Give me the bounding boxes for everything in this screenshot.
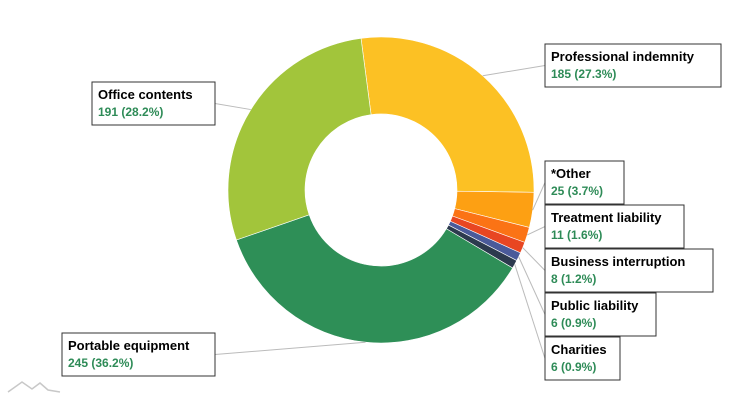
label-box [91, 81, 216, 126]
label-name: Office contents [98, 87, 193, 102]
label-treatment-liability: Treatment liability 11 (1.6%) [544, 204, 685, 249]
label-public-liability: Public liability 6 (0.9%) [544, 292, 657, 337]
label-box [61, 332, 216, 377]
label-other: *Other 25 (3.7%) [544, 160, 625, 205]
leader-line-business-interruption [522, 247, 546, 271]
label-value: 6 (0.9%) [551, 316, 596, 330]
label-value: 185 (27.3%) [551, 67, 616, 81]
label-box [544, 292, 657, 337]
label-portable-equipment: Portable equipment 245 (36.2%) [61, 332, 216, 377]
slice-labels: Professional indemnity 185 (27.3%) *Other 2… [61, 43, 722, 381]
leader-line-other [532, 182, 546, 211]
label-business-interruption: Business interruption 8 (1.2%) [544, 248, 714, 293]
label-value: 8 (1.2%) [551, 272, 596, 286]
label-value: 191 (28.2%) [98, 105, 163, 119]
slice-office-contents[interactable] [227, 37, 372, 241]
label-name: Professional indemnity [551, 49, 695, 64]
label-box [544, 248, 714, 293]
label-value: 245 (36.2%) [68, 356, 133, 370]
slice-portable-equipment[interactable] [236, 214, 514, 344]
label-name: Business interruption [551, 254, 685, 269]
label-box [544, 336, 621, 381]
leader-line-treatment-liability [527, 226, 546, 236]
leader-line-charities [514, 264, 546, 359]
label-box [544, 43, 722, 88]
label-charities: Charities 6 (0.9%) [544, 336, 621, 381]
leader-line-professional-indemnity [482, 65, 546, 77]
label-professional-indemnity: Professional indemnity 185 (27.3%) [544, 43, 722, 88]
watermark-logo [7, 381, 61, 393]
label-name: Treatment liability [551, 210, 662, 225]
slice-professional-indemnity[interactable] [360, 36, 535, 193]
label-value: 6 (0.9%) [551, 360, 596, 374]
label-name: *Other [551, 166, 591, 181]
leader-line-public-liability [518, 256, 546, 315]
label-box [544, 160, 625, 205]
leader-lines [214, 65, 546, 359]
label-name: Public liability [551, 298, 639, 313]
label-value: 11 (1.6%) [551, 228, 602, 242]
label-value: 25 (3.7%) [551, 184, 603, 198]
leader-line-office-contents [214, 103, 251, 111]
slices-group [227, 36, 535, 344]
leader-line-portable-equipment [214, 341, 366, 355]
label-name: Portable equipment [68, 338, 190, 353]
label-office-contents: Office contents 191 (28.2%) [91, 81, 216, 126]
label-box [544, 204, 685, 249]
label-name: Charities [551, 342, 607, 357]
